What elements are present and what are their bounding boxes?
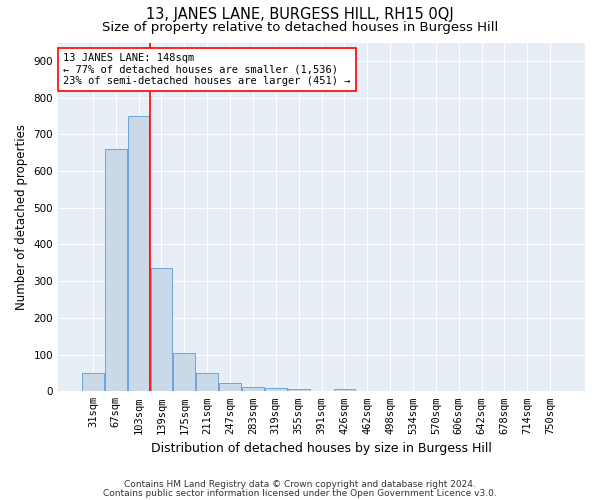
Bar bbox=[82, 373, 104, 392]
Bar bbox=[265, 388, 287, 392]
Text: Contains public sector information licensed under the Open Government Licence v3: Contains public sector information licen… bbox=[103, 489, 497, 498]
Bar bbox=[334, 390, 355, 392]
Bar bbox=[196, 373, 218, 392]
Bar bbox=[105, 149, 127, 392]
Text: Size of property relative to detached houses in Burgess Hill: Size of property relative to detached ho… bbox=[102, 21, 498, 34]
Bar bbox=[219, 383, 241, 392]
Bar bbox=[151, 268, 172, 392]
Text: 13 JANES LANE: 148sqm
← 77% of detached houses are smaller (1,536)
23% of semi-d: 13 JANES LANE: 148sqm ← 77% of detached … bbox=[64, 53, 351, 86]
Bar bbox=[242, 387, 264, 392]
Bar bbox=[128, 116, 149, 392]
Text: 13, JANES LANE, BURGESS HILL, RH15 0QJ: 13, JANES LANE, BURGESS HILL, RH15 0QJ bbox=[146, 8, 454, 22]
Bar bbox=[173, 353, 195, 392]
Y-axis label: Number of detached properties: Number of detached properties bbox=[15, 124, 28, 310]
Text: Contains HM Land Registry data © Crown copyright and database right 2024.: Contains HM Land Registry data © Crown c… bbox=[124, 480, 476, 489]
Bar bbox=[288, 390, 310, 392]
X-axis label: Distribution of detached houses by size in Burgess Hill: Distribution of detached houses by size … bbox=[151, 442, 492, 455]
